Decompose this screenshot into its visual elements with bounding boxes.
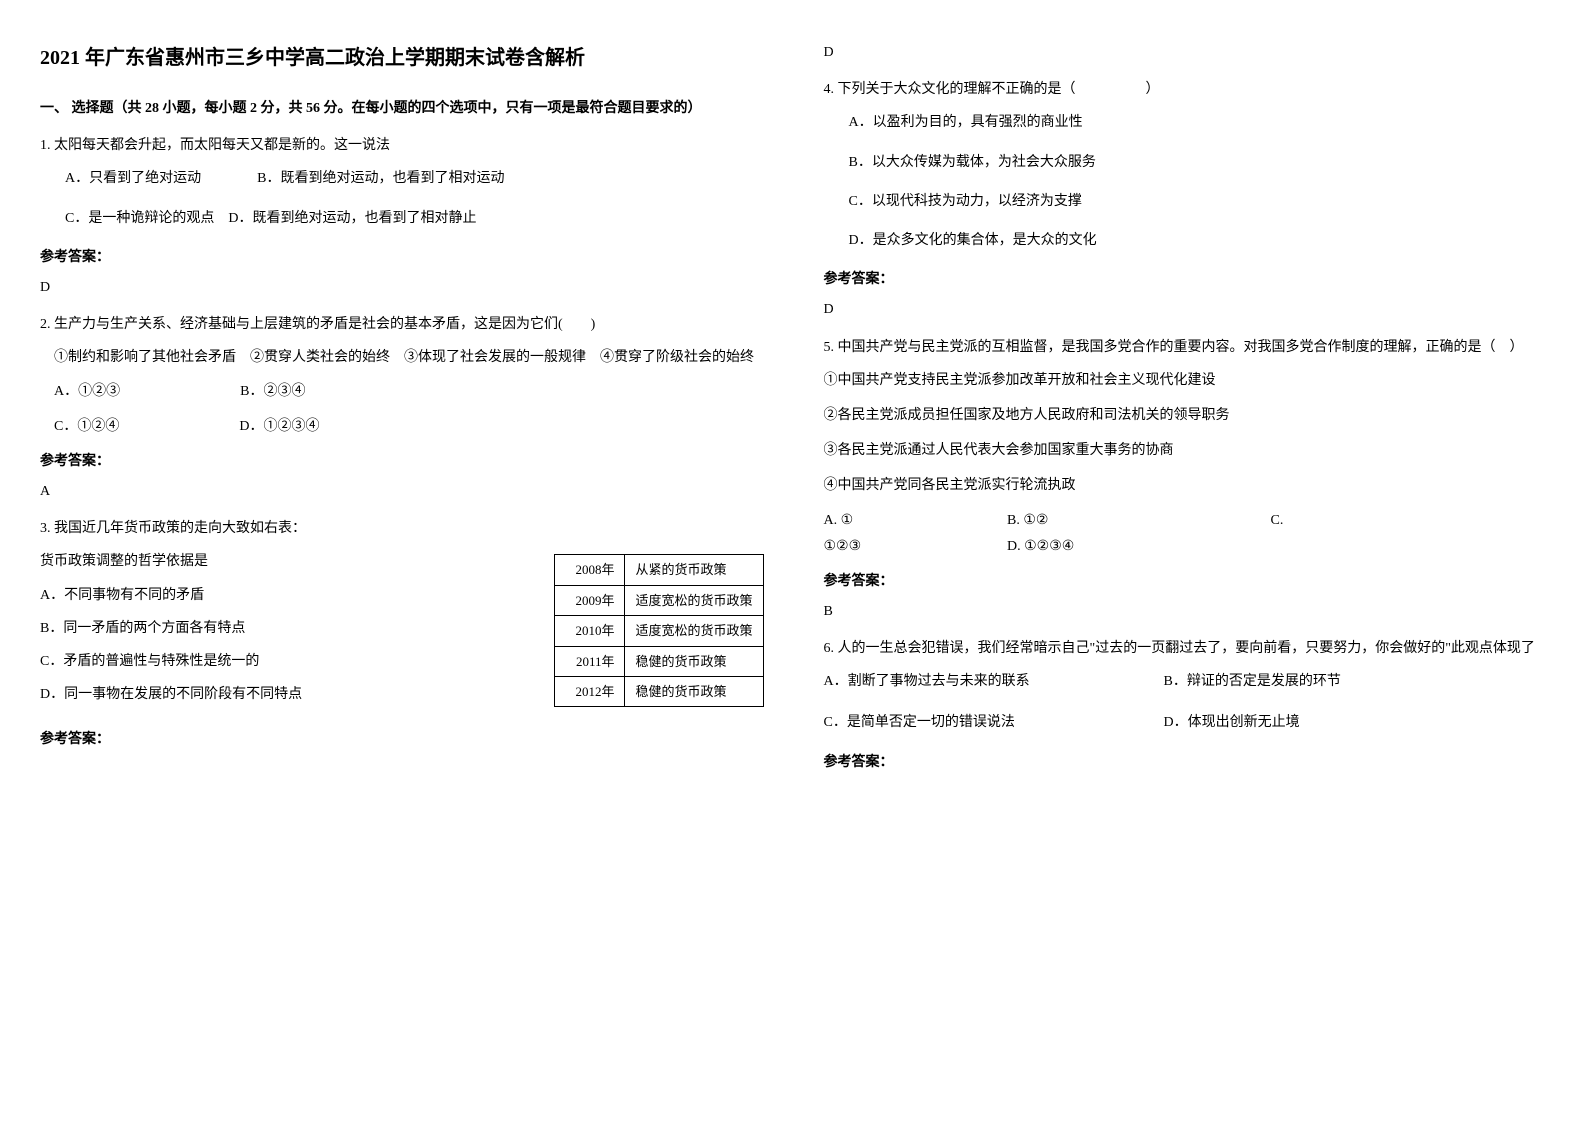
q3-option-d: D．同一事物在发展的不同阶段有不同特点 — [40, 682, 534, 707]
q6-options-row-1: A．割断了事物过去与未来的联系 B．辩证的否定是发展的环节 — [824, 669, 1548, 694]
question-1-options: A．只看到了绝对运动 B．既看到绝对运动，也看到了相对运动 C．是一种诡辩论的观… — [65, 166, 764, 230]
table-year-cell: 2010年 — [555, 616, 625, 646]
q1-option-a: A．只看到了绝对运动 — [65, 171, 201, 186]
q5-answer: B — [824, 599, 1548, 624]
q6-option-b: B．辩证的否定是发展的环节 — [1164, 669, 1341, 694]
question-5-options: A. ① B. ①② C. ①②③ D. ①②③④ — [824, 508, 1548, 558]
q5-options-line-2: ①②③ D. ①②③④ — [824, 534, 1548, 559]
question-6-text: 6. 人的一生总会犯错误，我们经常暗示自己"过去的一页翻过去了，要向前看，只要努… — [824, 636, 1548, 661]
question-2-text: 2. 生产力与生产关系、经济基础与上层建筑的矛盾是社会的基本矛盾，这是因为它们(… — [40, 312, 764, 337]
q5-option-d: D. ①②③④ — [1007, 539, 1074, 554]
section-1-header: 一、 选择题（共 28 小题，每小题 2 分，共 56 分。在每小题的四个选项中… — [40, 96, 764, 121]
q5-option-b: B. ①② — [1007, 508, 1267, 533]
q4-option-d: D．是众多文化的集合体，是大众的文化 — [849, 228, 1548, 253]
q3-answer-label: 参考答案： — [40, 727, 764, 752]
q1-option-line-2: C．是一种诡辩论的观点 D．既看到绝对运动，也看到了相对静止 — [65, 206, 764, 231]
q5-item-1: ①中国共产党支持民主党派参加改革开放和社会主义现代化建设 — [824, 368, 1548, 393]
q5-item-2: ②各民主党派成员担任国家及地方人民政府和司法机关的领导职务 — [824, 403, 1548, 428]
q6-option-c: C．是简单否定一切的错误说法 — [824, 710, 1164, 735]
q1-answer-label: 参考答案： — [40, 245, 764, 270]
q2-option-a: A．①②③ — [54, 379, 120, 404]
q3-policy-table: 2008年 从紧的货币政策 2009年 适度宽松的货币政策 2010年 适度宽松… — [554, 554, 763, 707]
q1-option-d: D．既看到绝对运动，也看到了相对静止 — [228, 211, 476, 226]
q5-answer-label: 参考答案： — [824, 569, 1548, 594]
q3-option-a: A．不同事物有不同的矛盾 — [40, 583, 534, 608]
question-3-container: 货币政策调整的哲学依据是 A．不同事物有不同的矛盾 B．同一矛盾的两个方面各有特… — [40, 549, 764, 707]
q5-item-4: ④中国共产党同各民主党派实行轮流执政 — [824, 473, 1548, 498]
right-column: D 4. 下列关于大众文化的理解不正确的是（ ） A．以盈利为目的，具有强烈的商… — [824, 40, 1548, 780]
question-4-options: A．以盈利为目的，具有强烈的商业性 B．以大众传媒为载体，为社会大众服务 C．以… — [849, 110, 1548, 253]
question-6-options: A．割断了事物过去与未来的联系 B．辩证的否定是发展的环节 C．是简单否定一切的… — [824, 669, 1548, 734]
table-year-cell: 2009年 — [555, 585, 625, 615]
q2-options-row-2: C．①②④ D．①②③④ — [54, 414, 764, 439]
q2-option-c: C．①②④ — [54, 414, 119, 439]
q4-answer: D — [824, 297, 1548, 322]
table-year-cell: 2011年 — [555, 646, 625, 676]
q2-options-row-1: A．①②③ B．②③④ — [54, 379, 764, 404]
q2-subitems: ①制约和影响了其他社会矛盾 ②贯穿人类社会的始终 ③体现了社会发展的一般规律 ④… — [54, 345, 764, 370]
q4-option-c: C．以现代科技为动力，以经济为支撑 — [849, 189, 1548, 214]
document-title: 2021 年广东省惠州市三乡中学高二政治上学期期末试卷含解析 — [40, 40, 764, 76]
q1-option-line-1: A．只看到了绝对运动 B．既看到绝对运动，也看到了相对运动 — [65, 166, 764, 191]
question-3-text: 3. 我国近几年货币政策的走向大致如右表： — [40, 516, 764, 541]
q1-option-c: C．是一种诡辩论的观点 — [65, 211, 214, 226]
table-year-cell: 2012年 — [555, 677, 625, 707]
q5-item-3: ③各民主党派通过人民代表大会参加国家重大事务的协商 — [824, 438, 1548, 463]
question-5-text: 5. 中国共产党与民主党派的互相监督，是我国多党合作的重要内容。对我国多党合作制… — [824, 335, 1548, 360]
table-row: 2008年 从紧的货币政策 — [555, 555, 763, 585]
question-2-options: A．①②③ B．②③④ C．①②④ D．①②③④ — [54, 379, 764, 439]
q1-answer: D — [40, 275, 764, 300]
q4-option-a: A．以盈利为目的，具有强烈的商业性 — [849, 110, 1548, 135]
question-5-items: ①中国共产党支持民主党派参加改革开放和社会主义现代化建设 ②各民主党派成员担任国… — [824, 368, 1548, 499]
q4-option-b: B．以大众传媒为载体，为社会大众服务 — [849, 150, 1548, 175]
q2-option-b: B．②③④ — [240, 379, 305, 404]
table-policy-cell: 稳健的货币政策 — [625, 646, 763, 676]
left-column: 2021 年广东省惠州市三乡中学高二政治上学期期末试卷含解析 一、 选择题（共 … — [40, 40, 764, 780]
q2-option-d: D．①②③④ — [239, 414, 319, 439]
table-policy-cell: 适度宽松的货币政策 — [625, 616, 763, 646]
q5-option-c: ①②③ — [824, 534, 1004, 559]
q5-option-a: A. ① — [824, 508, 1004, 533]
question-1-text: 1. 太阳每天都会升起，而太阳每天又都是新的。这一说法 — [40, 133, 764, 158]
table-year-cell: 2008年 — [555, 555, 625, 585]
q2-answer-label: 参考答案： — [40, 449, 764, 474]
q6-answer-label: 参考答案： — [824, 750, 1548, 775]
q6-options-row-2: C．是简单否定一切的错误说法 D．体现出创新无止境 — [824, 710, 1548, 735]
q2-answer: A — [40, 479, 764, 504]
table-row: 2009年 适度宽松的货币政策 — [555, 585, 763, 615]
question-4-text: 4. 下列关于大众文化的理解不正确的是（ ） — [824, 77, 1548, 102]
table-row: 2012年 稳健的货币政策 — [555, 677, 763, 707]
q5-options-line: A. ① B. ①② C. — [824, 508, 1548, 533]
q3-subtext: 货币政策调整的哲学依据是 — [40, 549, 534, 574]
q3-option-b: B．同一矛盾的两个方面各有特点 — [40, 616, 534, 641]
table-policy-cell: 稳健的货币政策 — [625, 677, 763, 707]
page-container: 2021 年广东省惠州市三乡中学高二政治上学期期末试卷含解析 一、 选择题（共 … — [40, 40, 1547, 780]
table-policy-cell: 适度宽松的货币政策 — [625, 585, 763, 615]
question-3-left: 货币政策调整的哲学依据是 A．不同事物有不同的矛盾 B．同一矛盾的两个方面各有特… — [40, 549, 534, 707]
q6-option-d: D．体现出创新无止境 — [1164, 710, 1300, 735]
q3-answer: D — [824, 40, 1548, 65]
q4-answer-label: 参考答案： — [824, 267, 1548, 292]
q5-option-c-label: C. — [1271, 513, 1284, 528]
table-row: 2011年 稳健的货币政策 — [555, 646, 763, 676]
q1-option-b: B．既看到绝对运动，也看到了相对运动 — [257, 171, 504, 186]
q3-option-c: C．矛盾的普遍性与特殊性是统一的 — [40, 649, 534, 674]
table-row: 2010年 适度宽松的货币政策 — [555, 616, 763, 646]
q6-option-a: A．割断了事物过去与未来的联系 — [824, 669, 1164, 694]
table-policy-cell: 从紧的货币政策 — [625, 555, 763, 585]
